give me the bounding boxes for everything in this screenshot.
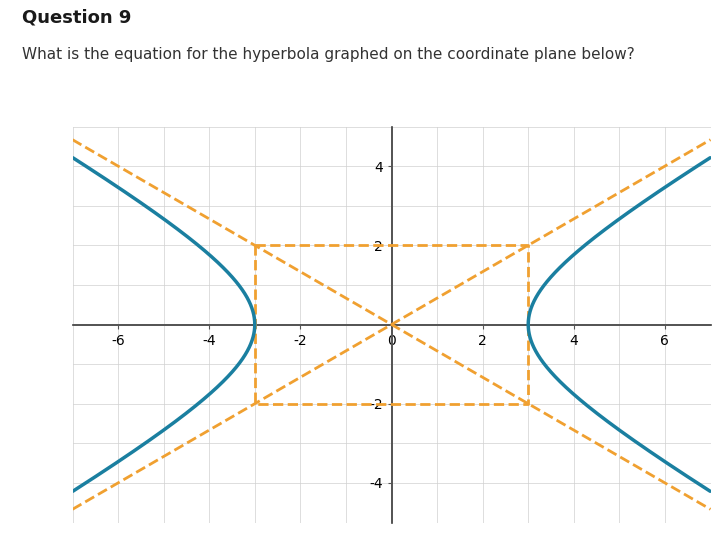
Text: What is the equation for the hyperbola graphed on the coordinate plane below?: What is the equation for the hyperbola g… [22,47,634,62]
Text: Question 9: Question 9 [22,8,131,26]
